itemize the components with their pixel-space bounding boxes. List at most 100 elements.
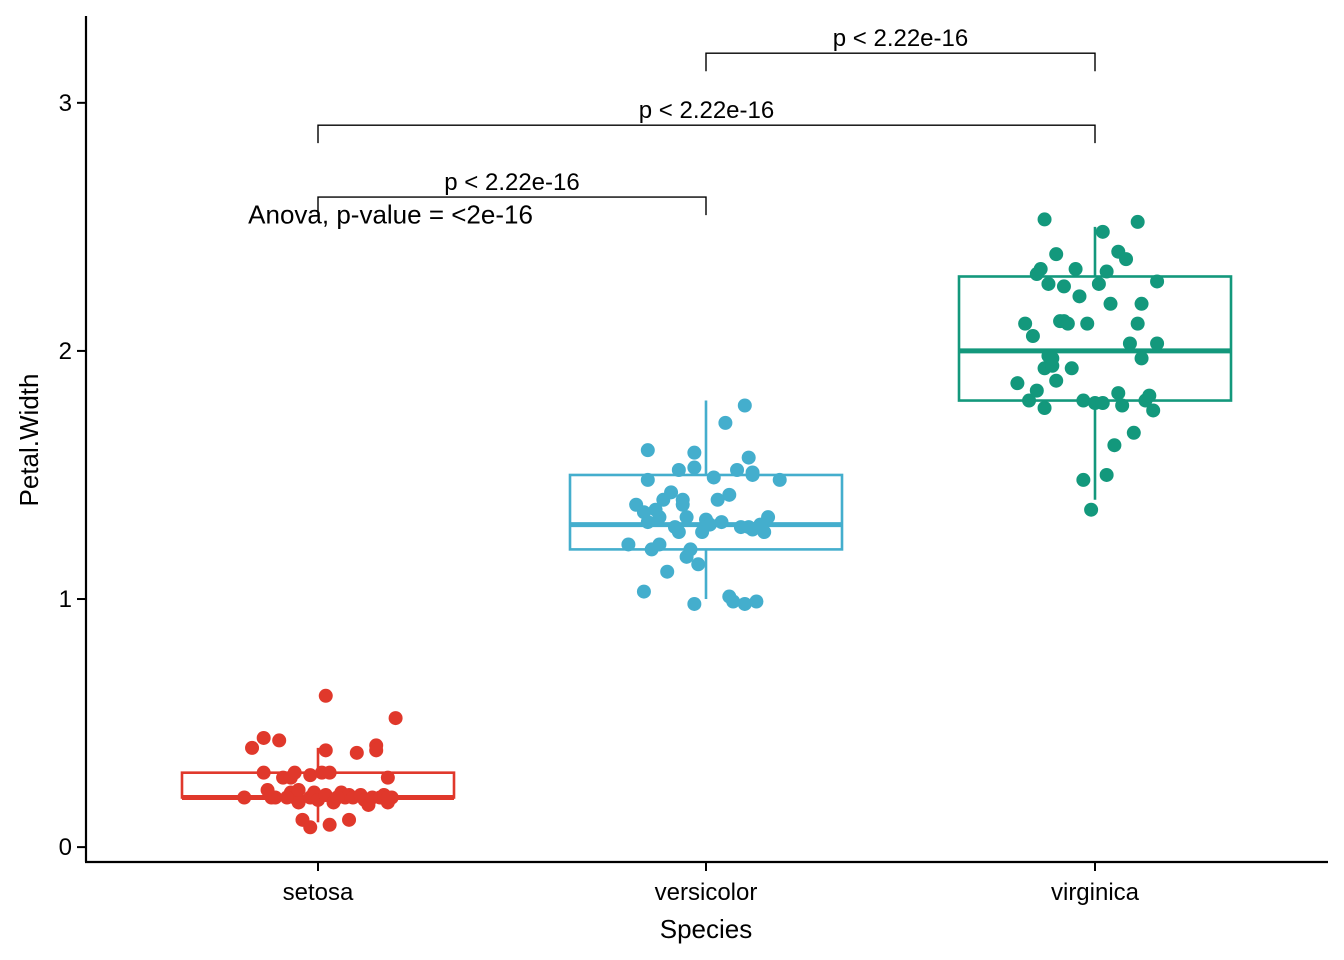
data-point: [636, 584, 651, 599]
data-point: [726, 594, 741, 609]
data-point: [1056, 279, 1071, 294]
data-point: [256, 730, 271, 745]
boxes-layer: [180, 226, 1233, 823]
data-point: [730, 463, 745, 478]
data-point: [1025, 329, 1040, 344]
data-point: [1033, 262, 1048, 277]
data-point: [640, 472, 655, 487]
data-point: [753, 517, 768, 532]
data-point: [1037, 400, 1052, 415]
data-point: [718, 415, 733, 430]
bracket-line: [317, 196, 707, 216]
data-point: [687, 460, 702, 475]
data-point: [621, 537, 636, 552]
data-point: [279, 790, 294, 805]
data-point: [322, 765, 337, 780]
data-point: [1084, 502, 1099, 517]
data-point: [1060, 316, 1075, 331]
data-point: [722, 487, 737, 502]
x-axis-ticks: setosa versicolor virginica: [283, 862, 1140, 906]
y-tick-label: 3: [59, 90, 72, 117]
data-point: [1115, 398, 1130, 413]
data-point: [1010, 376, 1025, 391]
data-point: [287, 765, 302, 780]
data-point: [652, 537, 667, 552]
data-point: [1041, 276, 1056, 291]
bracket-line: [705, 52, 1096, 72]
data-point: [733, 520, 748, 535]
p-value-label: p < 2.22e-16: [639, 97, 774, 124]
data-point: [342, 812, 357, 827]
points-virginica: [1010, 212, 1165, 517]
p-value-label: p < 2.22e-16: [833, 25, 968, 52]
data-point: [1095, 224, 1110, 239]
data-point: [710, 492, 725, 507]
data-point: [291, 795, 306, 810]
y-axis-ticks: 0 1 2 3: [59, 90, 86, 861]
data-point: [1142, 388, 1157, 403]
data-point: [702, 517, 717, 532]
data-point: [737, 398, 752, 413]
data-point: [1064, 361, 1079, 376]
data-point: [1099, 467, 1114, 482]
y-tick-label: 0: [59, 834, 72, 861]
data-point: [256, 765, 271, 780]
data-point: [687, 445, 702, 460]
data-point: [1134, 296, 1149, 311]
x-tick-label-setosa: setosa: [283, 879, 354, 906]
data-point: [318, 743, 333, 758]
data-point: [380, 790, 395, 805]
data-point: [1018, 316, 1033, 331]
x-tick-label-virginica: virginica: [1051, 879, 1140, 906]
data-point: [1126, 425, 1141, 440]
data-point: [671, 463, 686, 478]
data-point: [303, 820, 318, 835]
y-tick-label: 1: [59, 586, 72, 613]
data-point: [322, 817, 337, 832]
data-point: [1091, 276, 1106, 291]
data-point: [1068, 262, 1083, 277]
data-point: [1119, 252, 1134, 267]
data-point: [1134, 351, 1149, 366]
box-setosa: [180, 747, 456, 823]
data-point: [349, 745, 364, 760]
data-point: [369, 743, 384, 758]
points-setosa: [237, 688, 403, 835]
box-virginica: [957, 226, 1233, 500]
anova-annotation: Anova, p-value = <2e-16: [248, 199, 533, 229]
data-point: [1130, 214, 1145, 229]
data-point: [706, 470, 721, 485]
bracket-line: [317, 124, 1096, 144]
data-point: [1111, 386, 1126, 401]
data-point: [260, 783, 275, 798]
data-point: [1146, 403, 1161, 418]
data-point: [318, 688, 333, 703]
data-point: [714, 515, 729, 530]
data-point: [648, 502, 663, 517]
data-point: [1080, 316, 1095, 331]
data-point: [237, 790, 252, 805]
data-point: [291, 783, 306, 798]
data-point: [737, 596, 752, 611]
data-point: [1037, 212, 1052, 227]
box-versicolor: [568, 400, 844, 600]
p-value-label: p < 2.22e-16: [444, 169, 579, 196]
data-point: [1150, 274, 1165, 289]
data-point: [1049, 247, 1064, 262]
comparison-brackets: p < 2.22e-16 p < 2.22e-16 p < 2.22e-16: [317, 25, 1096, 216]
data-point: [1029, 383, 1044, 398]
data-point: [671, 525, 686, 540]
comparison-bracket-3: p < 2.22e-16: [705, 25, 1096, 72]
points-versicolor: [621, 398, 787, 611]
y-axis-title: Petal.Width: [14, 374, 44, 507]
data-point: [303, 768, 318, 783]
comparison-bracket-1: p < 2.22e-16: [317, 169, 707, 216]
data-point: [1022, 393, 1037, 408]
data-point: [1076, 472, 1091, 487]
data-point: [272, 733, 287, 748]
axes: 0 1 2 3 setosa versicolor virginica: [59, 16, 1328, 906]
data-point: [741, 450, 756, 465]
data-point: [749, 594, 764, 609]
comparison-bracket-2: p < 2.22e-16: [317, 97, 1096, 144]
